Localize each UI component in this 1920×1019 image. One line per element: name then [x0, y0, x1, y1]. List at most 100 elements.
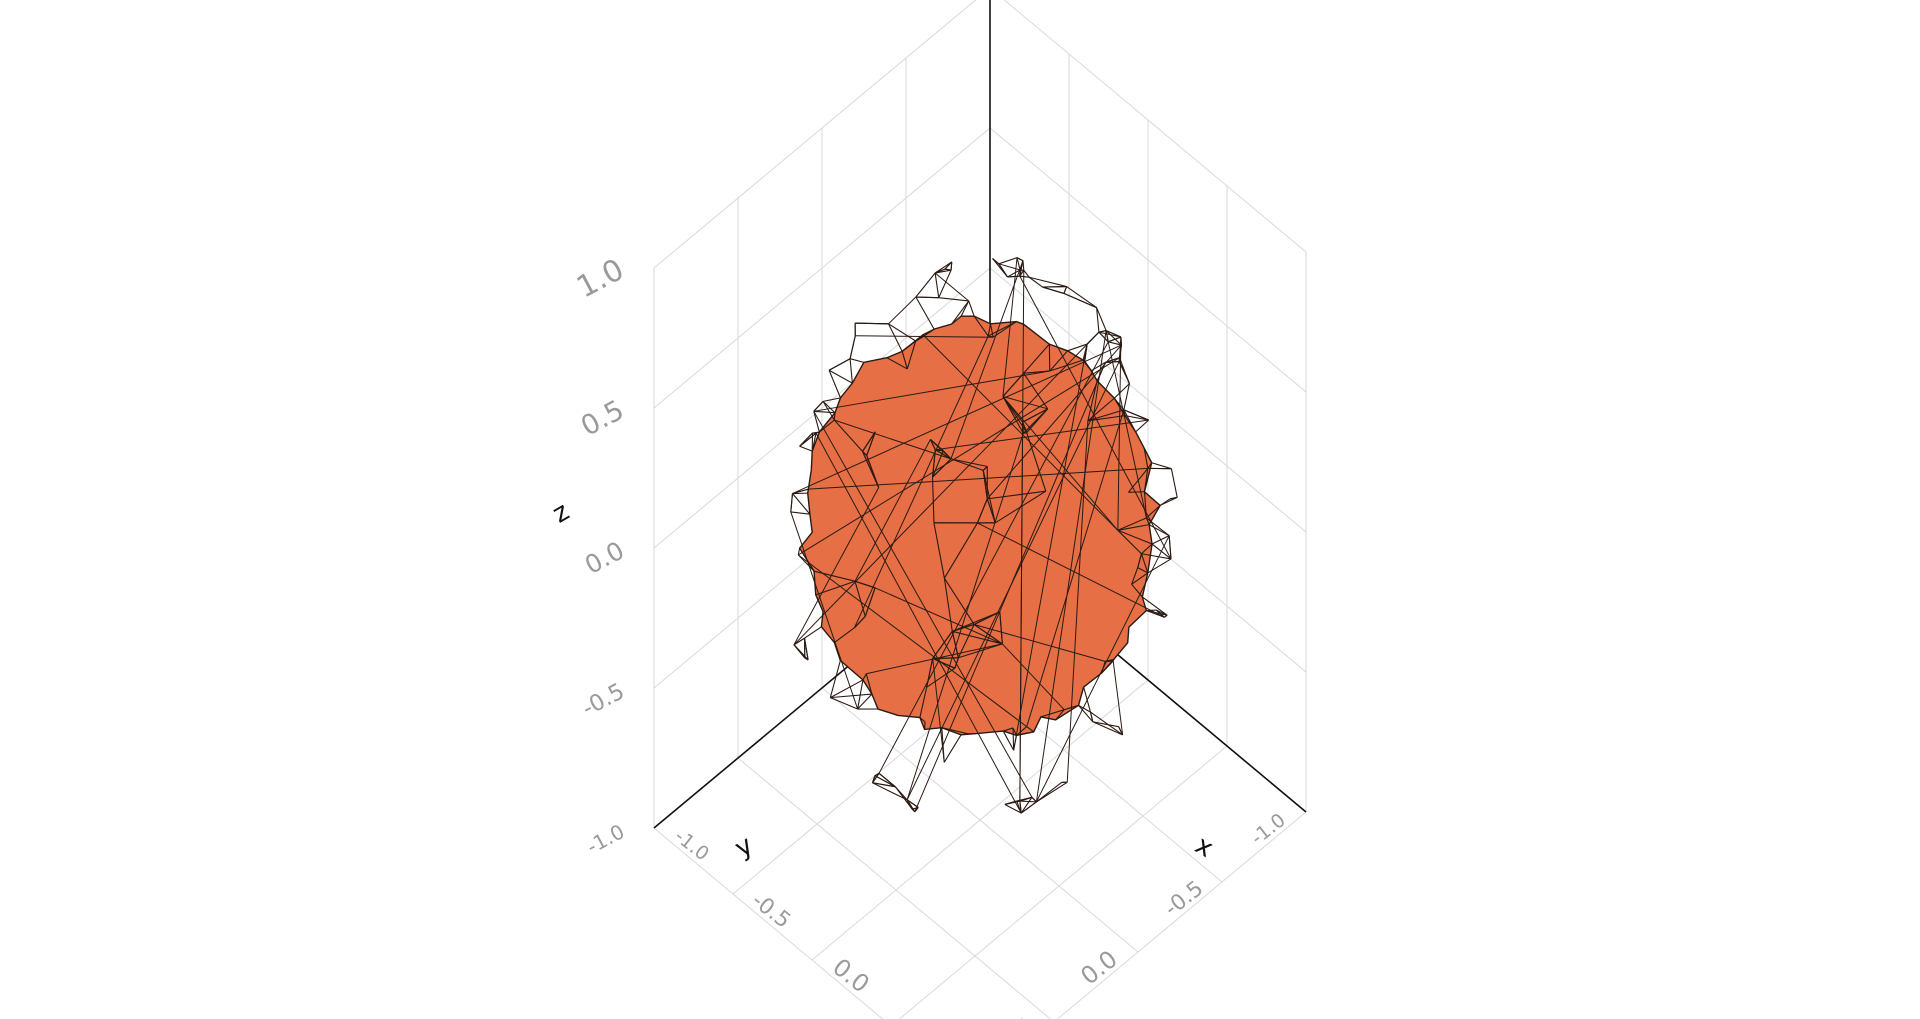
mesh-edge	[1055, 709, 1065, 721]
mesh-edge	[1063, 286, 1068, 294]
mesh-edge	[1117, 337, 1122, 531]
mesh-edge	[951, 300, 970, 325]
grid-line	[653, 127, 991, 409]
mesh-edge	[1086, 331, 1100, 345]
mesh-edge	[935, 269, 952, 274]
mesh-edge	[989, 323, 994, 338]
mesh-edge	[1128, 468, 1149, 493]
mesh-edge	[803, 638, 809, 660]
mesh-edge	[930, 439, 952, 460]
mesh-edge	[973, 624, 1003, 645]
mesh-edge	[1147, 462, 1153, 469]
mesh-edge	[1131, 572, 1149, 585]
mesh-edge	[1117, 529, 1153, 545]
mesh-edge	[1019, 275, 1030, 278]
mesh-edge	[813, 370, 1050, 412]
mesh-edge	[1028, 276, 1043, 288]
grid-line	[653, 267, 991, 549]
mesh-edge	[934, 272, 970, 302]
mesh-edge	[811, 433, 817, 452]
mesh-edge	[797, 554, 815, 572]
mesh-edge	[1020, 801, 1037, 814]
mesh-edge	[1042, 286, 1065, 294]
mesh-edge	[1090, 711, 1123, 736]
mesh-edge	[815, 432, 1022, 814]
mesh-edge	[862, 451, 880, 488]
mesh-edge	[862, 673, 867, 681]
mesh-edge	[950, 458, 984, 471]
mesh-edge	[1135, 419, 1149, 433]
mesh-edge	[952, 611, 1001, 632]
mesh-edge	[932, 657, 959, 659]
y-axis-label: y	[730, 830, 758, 864]
mesh-edge	[822, 397, 841, 402]
mesh-edge	[1022, 408, 1048, 423]
mesh-edge	[813, 410, 836, 414]
mesh-edge	[1012, 727, 1015, 751]
mesh-edge	[922, 328, 935, 336]
mesh-edge	[857, 679, 864, 710]
mesh-edge	[1002, 730, 1015, 751]
mesh-edge	[866, 431, 876, 456]
mesh-edge	[854, 580, 876, 589]
mesh-edge	[932, 458, 952, 478]
mesh-edge	[1016, 796, 1033, 802]
mesh-edge	[1112, 660, 1124, 735]
x-tick-label: 0.0	[827, 953, 874, 999]
mesh-edge	[829, 660, 841, 698]
z-axis-label: z	[548, 497, 575, 530]
mesh-edge	[1092, 721, 1119, 728]
mesh-edge	[807, 489, 809, 494]
mesh-edge	[1118, 361, 1127, 375]
z-tick-label: 1.0	[571, 252, 630, 305]
mesh-edge	[1013, 343, 1088, 751]
mesh-edge	[1151, 462, 1172, 470]
mesh-edge	[864, 587, 876, 617]
mesh-edge	[797, 554, 1027, 727]
mesh-edge	[1098, 331, 1109, 343]
mesh-edge	[1066, 286, 1097, 309]
mesh-edge	[1123, 409, 1149, 421]
mesh-edge	[926, 658, 934, 688]
mesh-edge	[934, 272, 940, 298]
mesh-edge	[973, 315, 989, 337]
mesh-edge	[1108, 336, 1122, 343]
mesh-edge	[1023, 432, 1027, 434]
mesh-edge	[982, 470, 988, 499]
x-tick-label: -0.5	[747, 888, 795, 934]
mesh-edge	[1002, 396, 1024, 434]
mesh-edge	[1098, 331, 1122, 338]
mesh-edge	[934, 261, 953, 274]
mesh-edge	[1078, 704, 1094, 723]
mesh-edge	[854, 439, 931, 582]
mesh-edge	[1002, 396, 1024, 423]
mesh-edge	[808, 467, 1148, 490]
mesh-edge	[822, 400, 836, 414]
mesh-edge	[1141, 543, 1153, 555]
mesh-edge	[998, 263, 1008, 278]
mesh-edge	[1019, 269, 1025, 277]
mesh-edge	[954, 657, 959, 669]
mesh-edge	[1002, 257, 1018, 397]
mesh-edge	[1002, 396, 1048, 410]
mesh-edge	[935, 419, 1149, 451]
mesh-edge	[854, 335, 989, 628]
mesh-edge	[886, 357, 908, 370]
mesh-edge	[1087, 409, 1125, 422]
mesh-edge	[1036, 781, 1068, 803]
mesh-edge	[1007, 269, 1021, 278]
mesh-edge	[849, 335, 856, 359]
mesh-edge	[804, 626, 822, 639]
mesh-edge	[1125, 374, 1130, 384]
mesh-edge	[1146, 505, 1161, 519]
mesh-edge	[1131, 567, 1139, 585]
mesh-edge	[813, 411, 820, 433]
mesh-edge	[854, 615, 866, 629]
mesh-edge	[799, 432, 817, 447]
mesh-edge	[1105, 658, 1114, 662]
grid-line	[898, 745, 1228, 1019]
mesh-edge	[1117, 517, 1147, 531]
mesh-edge	[1049, 350, 1068, 372]
mesh-edge	[1016, 257, 1024, 262]
grid-line	[737, 757, 1052, 1019]
